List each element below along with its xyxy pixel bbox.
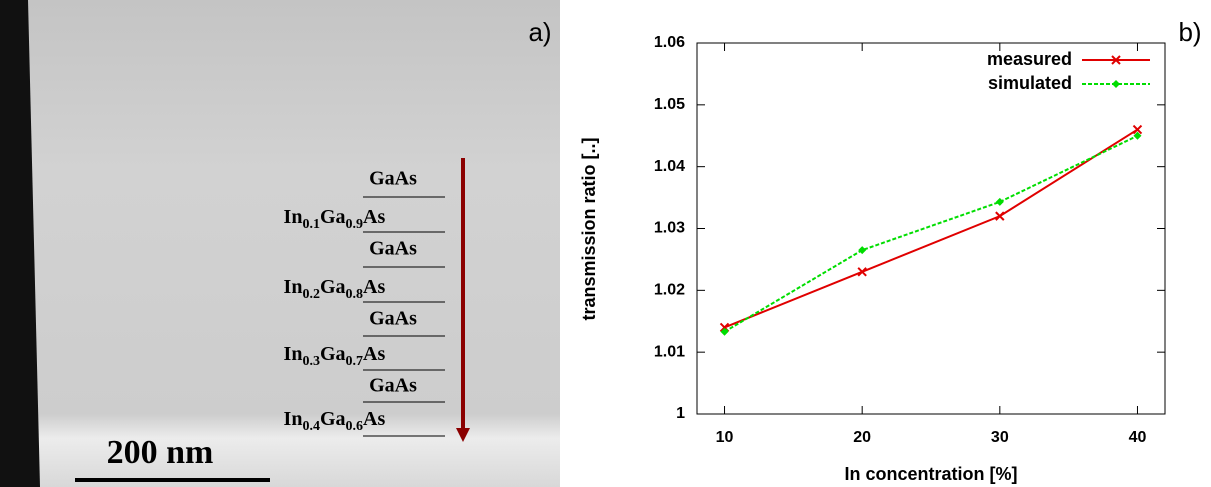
layer-text: As — [363, 343, 385, 365]
panel-label: b) — [1178, 17, 1201, 47]
y-tick-label: 1.02 — [654, 282, 685, 299]
panel-label: a) — [528, 17, 551, 47]
marker — [857, 267, 867, 277]
marker — [1132, 124, 1143, 135]
chart: b) In concentration [%] transmission rat… — [579, 17, 1202, 484]
layer-text: Ga — [320, 408, 346, 430]
legend-label: measured — [987, 49, 1072, 69]
layer-text: Ga — [320, 276, 346, 298]
image-dark-edge — [0, 0, 40, 487]
marker — [995, 197, 1004, 206]
marker — [858, 246, 867, 255]
layer-label: In0.4Ga0.6As — [284, 408, 386, 435]
marker — [1133, 131, 1142, 140]
layer-labels: GaAsIn0.1Ga0.9AsGaAsIn0.2Ga0.8AsGaAsIn0.… — [284, 168, 445, 437]
marker — [995, 211, 1005, 221]
x-axis-label: In concentration [%] — [844, 464, 1017, 484]
layer-text: Ga — [320, 343, 346, 365]
layer-label: GaAs — [369, 375, 417, 397]
y-tick-label: 1.04 — [654, 158, 685, 175]
y-axis-label: transmission ratio [..] — [579, 137, 599, 320]
arrow-head — [456, 428, 470, 442]
plot-frame — [696, 42, 1166, 415]
series-line — [724, 128, 1139, 329]
micrograph: 200 nm a) — [0, 0, 560, 487]
layer-label: In0.3Ga0.7As — [284, 343, 386, 370]
marker — [720, 327, 729, 336]
legend-label: simulated — [988, 73, 1072, 93]
layer-text: In — [284, 206, 303, 228]
x-tick-label: 30 — [991, 429, 1009, 446]
y-tick-label: 1.01 — [654, 343, 685, 360]
layer-text: As — [363, 276, 385, 298]
layer-text: In — [284, 343, 303, 365]
layer-subscript: 0.6 — [346, 419, 364, 434]
x-tick-label: 20 — [853, 429, 871, 446]
layer-text: As — [363, 408, 385, 430]
x-tick-label: 40 — [1129, 429, 1147, 446]
y-tick-label: 1.05 — [654, 96, 685, 113]
series-line — [724, 134, 1138, 333]
layer-text: As — [363, 206, 385, 228]
image-background — [0, 0, 560, 487]
layer-subscript: 0.7 — [346, 354, 364, 369]
scale-bar-label: 200 nm — [107, 434, 214, 471]
legend-marker — [1111, 55, 1121, 65]
layer-label: In0.2Ga0.8As — [284, 276, 386, 303]
layer-subscript: 0.1 — [302, 217, 320, 232]
layer-subscript: 0.4 — [302, 419, 320, 434]
layer-text: In — [284, 408, 303, 430]
layer-label: GaAs — [369, 308, 417, 330]
y-tick-label: 1 — [676, 405, 685, 422]
x-tick-label: 10 — [716, 429, 734, 446]
layer-text: In — [284, 276, 303, 298]
layer-text: Ga — [320, 206, 346, 228]
layer-label: GaAs — [369, 168, 417, 190]
layer-subscript: 0.8 — [346, 287, 364, 302]
y-tick-label: 1.03 — [654, 220, 685, 237]
layer-subscript: 0.9 — [346, 217, 364, 232]
layer-subscript: 0.3 — [302, 354, 320, 369]
layer-subscript: 0.2 — [302, 287, 320, 302]
legend-marker — [1112, 80, 1120, 88]
layer-label: GaAs — [369, 238, 417, 260]
layer-label: In0.1Ga0.9As — [284, 206, 386, 233]
y-tick-label: 1.06 — [654, 34, 685, 51]
